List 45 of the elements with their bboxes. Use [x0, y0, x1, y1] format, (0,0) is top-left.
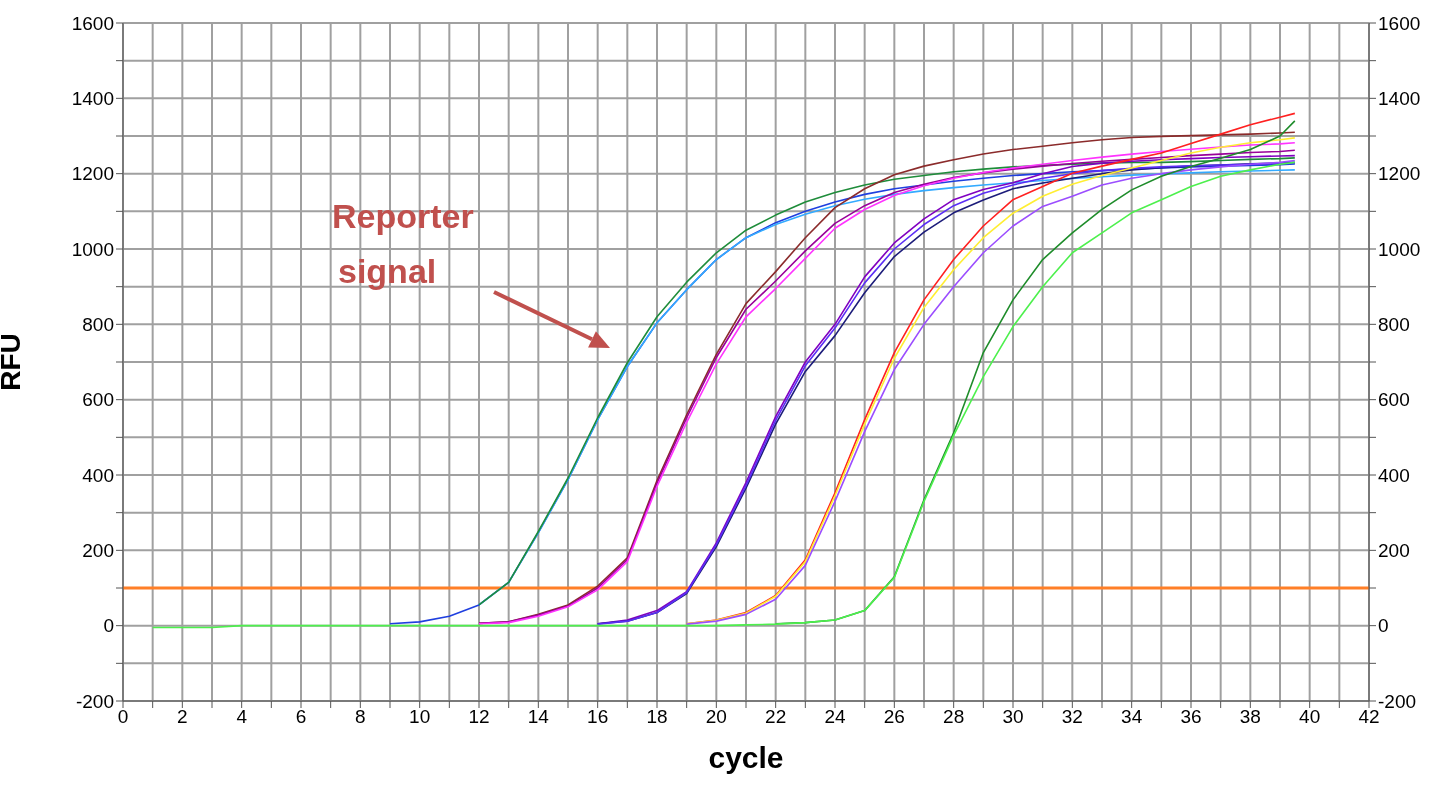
- y2-tick-label: 600: [1378, 389, 1410, 411]
- x-tick-label: 30: [1002, 706, 1024, 728]
- y-tick-label: 200: [82, 540, 114, 562]
- x-tick-label: 14: [527, 706, 550, 728]
- x-tick-label: 40: [1299, 706, 1321, 728]
- y-tick-label: 0: [103, 615, 114, 637]
- y-tick-label: 1400: [71, 88, 114, 110]
- y-tick-label: 600: [82, 389, 114, 411]
- x-tick-label: 42: [1358, 706, 1380, 728]
- x-tick-label: 0: [117, 706, 129, 728]
- x-tick-label: 6: [295, 706, 307, 728]
- x-tick-label: 2: [177, 706, 188, 728]
- x-tick-label: 18: [646, 706, 668, 728]
- x-tick-label: 8: [355, 706, 366, 728]
- x-tick-label: 36: [1180, 706, 1202, 728]
- x-tick-label: 20: [705, 706, 727, 728]
- y2-tick-label: -200: [1378, 690, 1417, 712]
- x-tick-label: 22: [765, 706, 787, 728]
- y-tick-label: -200: [75, 690, 114, 712]
- x-tick-label: 16: [587, 706, 609, 728]
- y2-tick-label: 1400: [1378, 88, 1421, 110]
- x-axis-title: cycle: [708, 741, 784, 774]
- x-tick-label: 10: [409, 706, 431, 728]
- y2-tick-label: 1600: [1378, 12, 1421, 34]
- y-tick-label: 800: [82, 314, 114, 336]
- y2-tick-label: 1000: [1378, 238, 1421, 260]
- y2-tick-label: 800: [1378, 314, 1410, 336]
- y2-tick-label: 0: [1378, 615, 1389, 637]
- x-tick-label: 24: [824, 706, 846, 728]
- y-tick-label: 1000: [71, 238, 114, 260]
- y2-tick-label: 400: [1378, 464, 1410, 486]
- x-tick-label: 28: [943, 706, 965, 728]
- x-tick-label: 32: [1061, 706, 1083, 728]
- x-tick-label: 38: [1239, 706, 1261, 728]
- y-tick-label: 400: [82, 464, 114, 486]
- x-tick-label: 34: [1121, 706, 1143, 728]
- y2-tick-label: 1200: [1378, 163, 1421, 185]
- y-tick-label: 1200: [71, 163, 114, 185]
- y-tick-label: 1600: [71, 12, 114, 34]
- x-tick-label: 26: [883, 706, 905, 728]
- x-tick-label: 4: [236, 706, 248, 728]
- y-axis-title: RFU: [0, 333, 26, 391]
- annotation: Reporter signal: [332, 197, 474, 290]
- y2-tick-label: 200: [1378, 540, 1410, 562]
- x-tick-label: 12: [468, 706, 490, 728]
